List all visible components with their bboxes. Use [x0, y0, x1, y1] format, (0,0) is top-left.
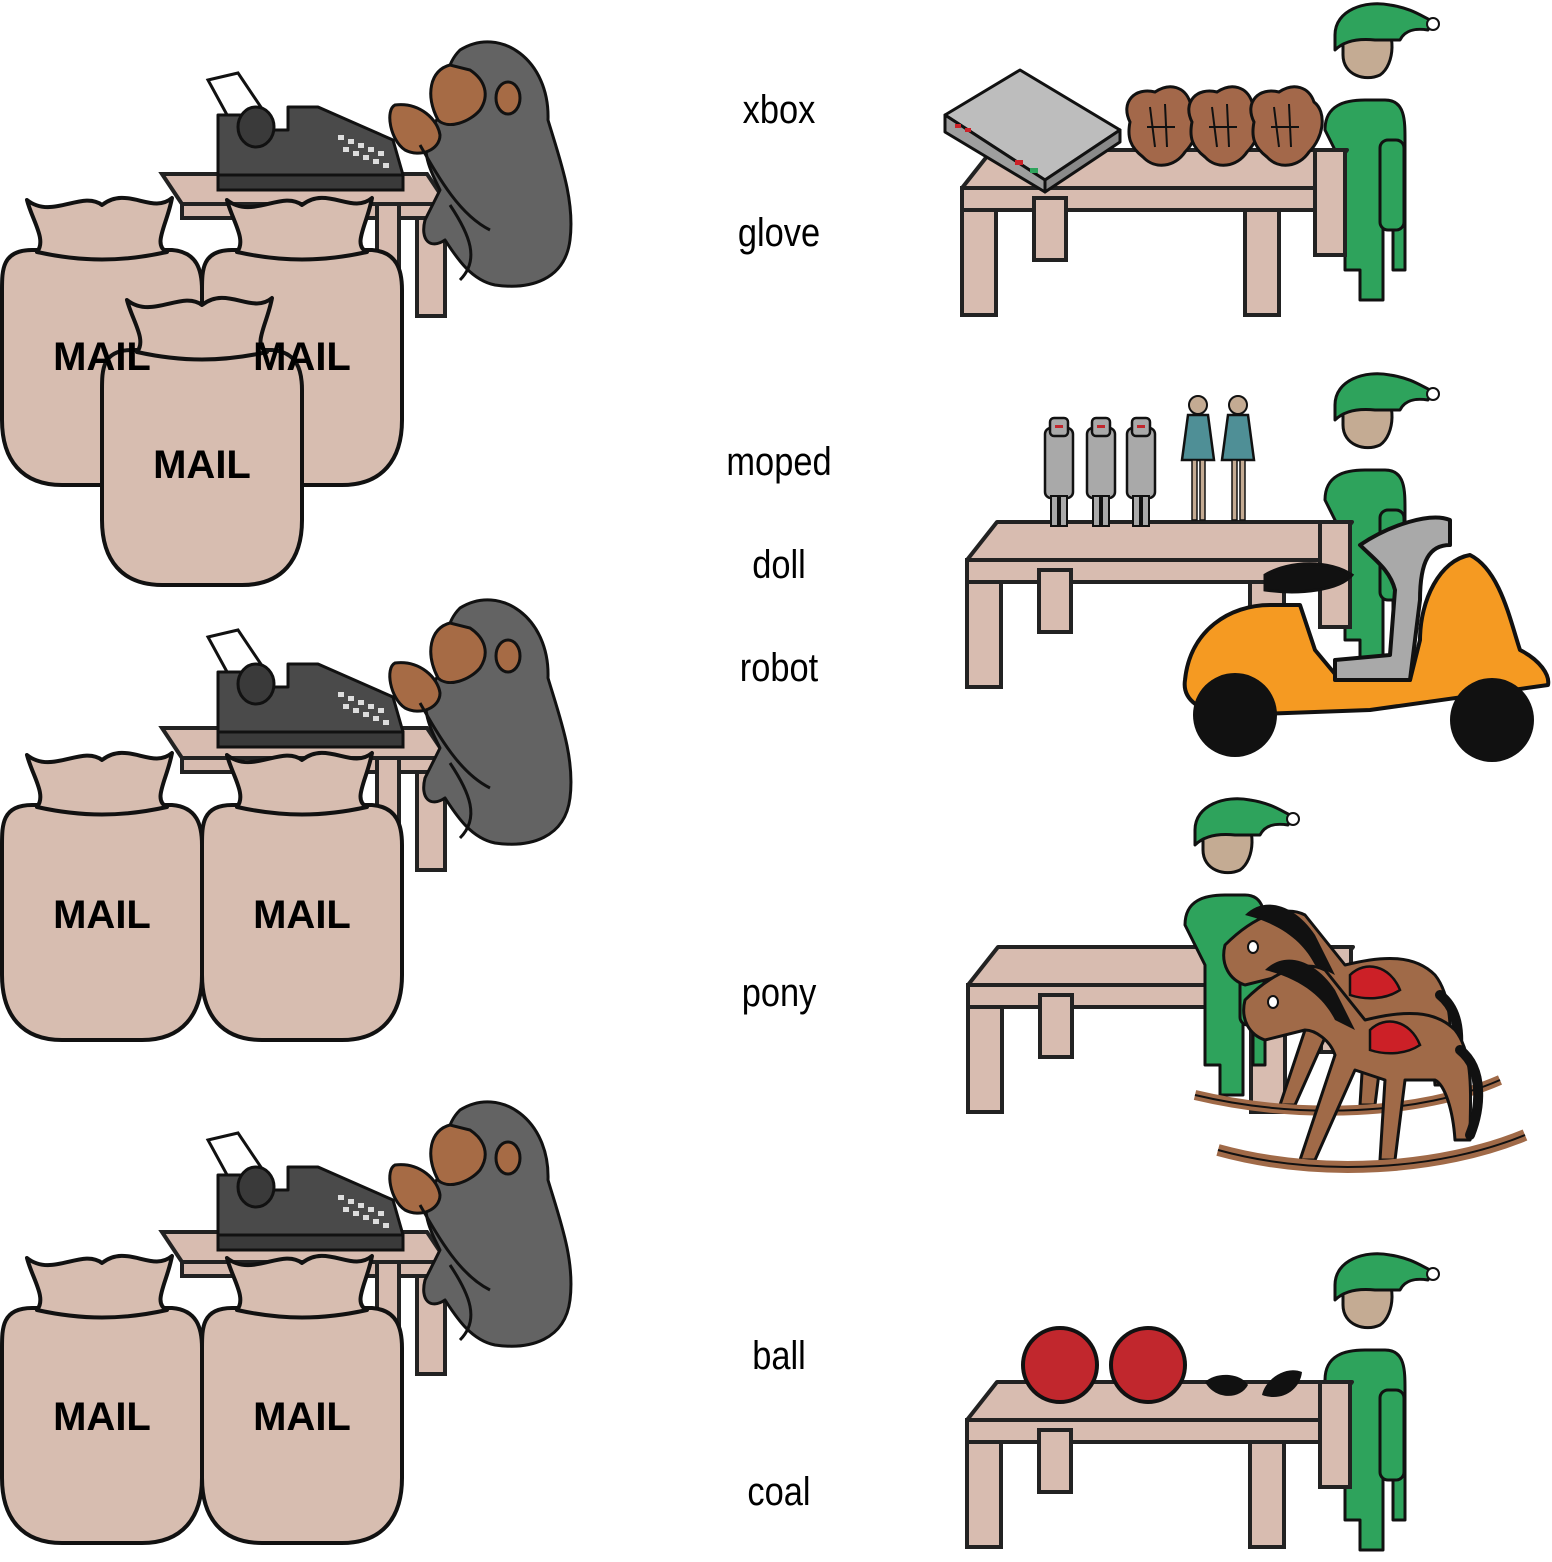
xbox [943, 68, 1122, 194]
mail-label: MAIL [53, 335, 151, 379]
doll [1220, 394, 1256, 522]
workshop-4 [965, 1252, 1441, 1552]
mail-label: MAIL [253, 335, 351, 379]
word-moped: moped [726, 440, 832, 484]
mail-room-1: MAIL MAIL MAIL [0, 40, 573, 587]
doll [1180, 394, 1216, 522]
typewriter [206, 71, 405, 192]
word-glove: glove [737, 211, 821, 255]
workshop-2 [965, 372, 1551, 762]
ball [1109, 1326, 1187, 1404]
mail-label: MAIL [53, 1395, 151, 1439]
mail-label: MAIL [253, 1395, 351, 1439]
word-ball: ball [752, 1334, 806, 1378]
robot [1043, 416, 1075, 528]
typewriter [206, 628, 405, 749]
moped [1182, 515, 1551, 762]
ball [1021, 1326, 1099, 1404]
word-robot: robot [739, 646, 819, 690]
workshop-3 [966, 797, 1528, 1173]
mail-room-3: MAIL MAIL [0, 1100, 573, 1545]
mail-label: MAIL [153, 443, 251, 487]
table [965, 1380, 1354, 1549]
typewriter [206, 1131, 405, 1252]
mail-room-2: MAIL MAIL [0, 598, 573, 1042]
coal [1262, 1370, 1302, 1398]
robot [1085, 416, 1117, 528]
word-doll: doll [752, 543, 806, 587]
word-pony: pony [741, 971, 817, 1015]
mail-label: MAIL [53, 893, 151, 937]
workshop-1 [943, 2, 1441, 317]
rocking-horse [1216, 960, 1528, 1173]
word-coal: coal [747, 1470, 811, 1514]
mail-label: MAIL [253, 893, 351, 937]
robot [1125, 416, 1157, 528]
coal [1205, 1374, 1248, 1396]
word-xbox: xbox [742, 88, 816, 132]
